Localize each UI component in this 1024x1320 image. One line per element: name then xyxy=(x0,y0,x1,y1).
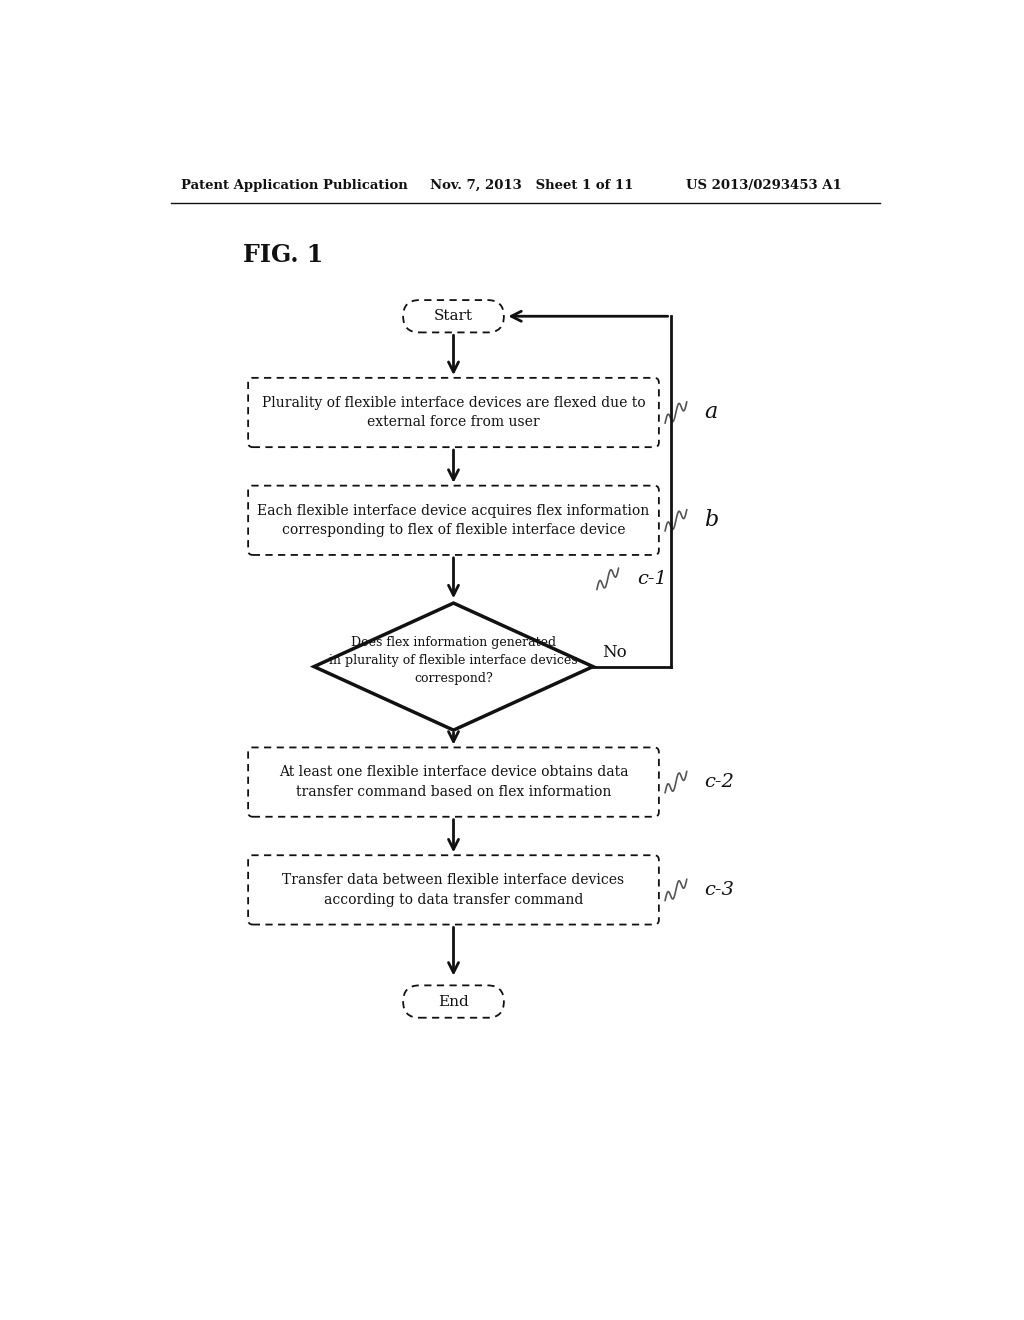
Text: Does flex information generated
in plurality of flexible interface devices
corre: Does flex information generated in plura… xyxy=(329,636,578,685)
Text: End: End xyxy=(438,994,469,1008)
Text: Plurality of flexible interface devices are flexed due to
external force from us: Plurality of flexible interface devices … xyxy=(262,396,645,429)
Text: US 2013/0293453 A1: US 2013/0293453 A1 xyxy=(686,178,842,191)
Text: a: a xyxy=(703,401,717,424)
Text: b: b xyxy=(703,510,718,532)
Text: Yes: Yes xyxy=(322,751,349,768)
FancyBboxPatch shape xyxy=(403,985,504,1018)
FancyBboxPatch shape xyxy=(248,747,658,817)
Text: Patent Application Publication: Patent Application Publication xyxy=(180,178,408,191)
FancyBboxPatch shape xyxy=(248,855,658,924)
Text: No: No xyxy=(602,644,627,661)
Text: Nov. 7, 2013   Sheet 1 of 11: Nov. 7, 2013 Sheet 1 of 11 xyxy=(430,178,634,191)
FancyBboxPatch shape xyxy=(248,486,658,554)
Text: At least one flexible interface device obtains data
transfer command based on fl: At least one flexible interface device o… xyxy=(279,766,629,799)
Text: Each flexible interface device acquires flex information
corresponding to flex o: Each flexible interface device acquires … xyxy=(257,503,649,537)
Text: Transfer data between flexible interface devices
according to data transfer comm: Transfer data between flexible interface… xyxy=(283,873,625,907)
Text: Start: Start xyxy=(434,309,473,323)
Text: FIG. 1: FIG. 1 xyxy=(243,243,323,267)
Text: c-2: c-2 xyxy=(703,774,734,791)
Text: c-1: c-1 xyxy=(637,570,667,587)
Polygon shape xyxy=(314,603,593,730)
FancyBboxPatch shape xyxy=(403,300,504,333)
FancyBboxPatch shape xyxy=(248,378,658,447)
Text: c-3: c-3 xyxy=(703,880,734,899)
